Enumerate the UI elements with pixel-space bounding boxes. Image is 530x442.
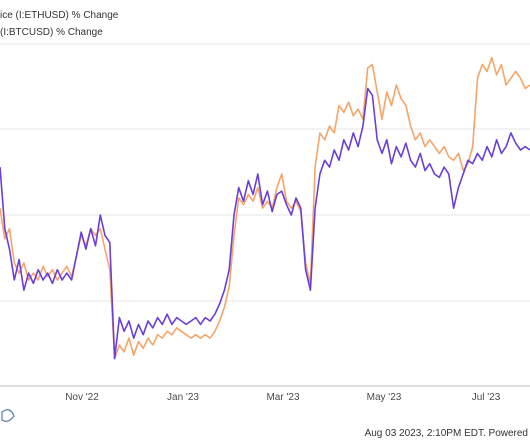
legend-entry-ethusd: ice (I:ETHUSD) % Change [0,10,119,21]
series-layer [0,56,530,360]
series-line-ethusd [0,56,530,360]
grid-layer [0,43,530,387]
legend-entry-btcusd: (I:BTCUSD) % Change [0,27,103,38]
x-tick-label: Mar '23 [266,392,299,403]
x-tick-label: Jul '23 [472,392,501,403]
legend: ice (I:ETHUSD) % Change (I:BTCUSD) % Chan… [0,10,119,38]
x-tick-label: Jan '23 [167,392,199,403]
brand-logo-icon [1,409,15,422]
series-line-btcusd [0,87,530,360]
footer-timestamp: Aug 03 2023, 2:10PM EDT. Powered [365,428,528,439]
x-tick-label: May '23 [367,392,402,403]
footer: Aug 03 2023, 2:10PM EDT. Powered [1,409,528,439]
x-axis: Nov '22 Jan '23 Mar '23 May '23 Jul '23 [65,392,501,403]
x-tick-label: Nov '22 [65,392,99,403]
